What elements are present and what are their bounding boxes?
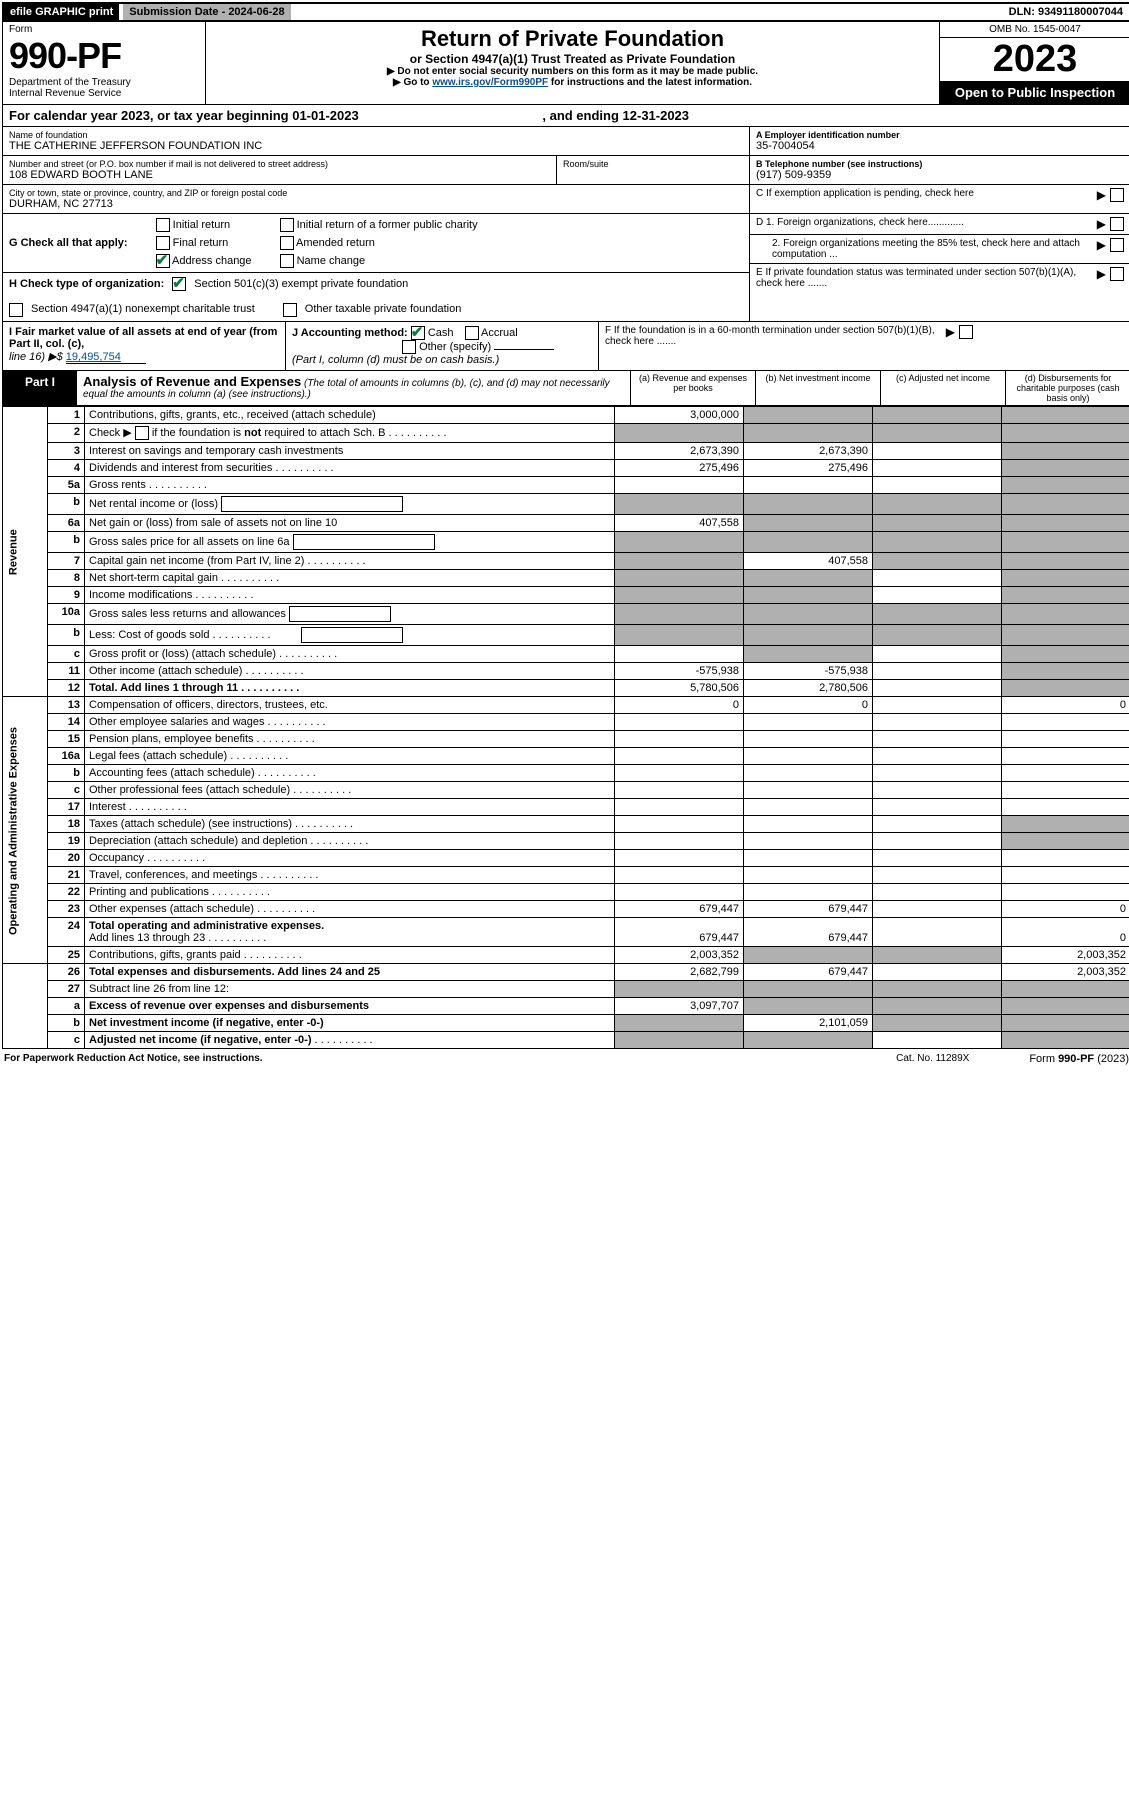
- ein-cell: A Employer identification number 35-7004…: [750, 127, 1129, 156]
- j-other-checkbox[interactable]: [402, 340, 416, 354]
- arrow-icon: ▶: [1097, 188, 1106, 202]
- efile-label[interactable]: efile GRAPHIC print: [4, 4, 119, 20]
- g-initial-checkbox[interactable]: [156, 218, 170, 232]
- city: DURHAM, NC 27713: [9, 198, 743, 210]
- form-number: 990-PF: [9, 35, 199, 77]
- d1-row: D 1. Foreign organizations, check here..…: [750, 214, 1129, 235]
- d2-checkbox[interactable]: [1110, 238, 1124, 252]
- e-checkbox[interactable]: [1110, 267, 1124, 281]
- h-501c3-checkbox[interactable]: [172, 277, 186, 291]
- form-label: Form: [9, 24, 199, 35]
- g-row: G Check all that apply: Initial return F…: [3, 214, 749, 273]
- name-cell: Name of foundation THE CATHERINE JEFFERS…: [3, 127, 749, 156]
- foundation-info: Name of foundation THE CATHERINE JEFFERS…: [2, 127, 1129, 214]
- title-box: Return of Private Foundation or Section …: [206, 22, 939, 104]
- omb-number: OMB No. 1545-0047: [940, 22, 1129, 38]
- f-row: F If the foundation is in a 60-month ter…: [599, 322, 979, 376]
- address-cell: Number and street (or P.O. box number if…: [3, 156, 557, 184]
- instr-2: ▶ Go to www.irs.gov/Form990PF for instru…: [210, 77, 935, 88]
- e-row: E If private foundation status was termi…: [750, 264, 1129, 292]
- phone-cell: B Telephone number (see instructions) (9…: [750, 156, 1129, 185]
- dept-irs: Internal Revenue Service: [9, 88, 199, 99]
- col-d-header: (d) Disbursements for charitable purpose…: [1006, 371, 1129, 405]
- c-checkbox[interactable]: [1110, 188, 1124, 202]
- top-bar: efile GRAPHIC print Submission Date - 20…: [2, 2, 1129, 22]
- part1-desc: Analysis of Revenue and Expenses (The to…: [77, 371, 631, 405]
- pra-notice: For Paperwork Reduction Act Notice, see …: [4, 1053, 263, 1065]
- f-checkbox[interactable]: [959, 325, 973, 339]
- i-box: I Fair market value of all assets at end…: [3, 322, 286, 370]
- instr-1: ▶ Do not enter social security numbers o…: [210, 66, 935, 77]
- d1-checkbox[interactable]: [1110, 217, 1124, 231]
- i-j-f-row: I Fair market value of all assets at end…: [2, 322, 1129, 371]
- expenses-section-label: Operating and Administrative Expenses: [3, 697, 48, 964]
- form-ref: Form 990-PF (2023): [1029, 1053, 1129, 1065]
- g-address-checkbox[interactable]: [156, 254, 170, 268]
- open-to-public: Open to Public Inspection: [940, 81, 1129, 104]
- h-4947-checkbox[interactable]: [9, 303, 23, 317]
- h-row: H Check type of organization: Section 50…: [3, 273, 749, 321]
- col-b-header: (b) Net investment income: [756, 371, 881, 405]
- d2-row: 2. Foreign organizations meeting the 85%…: [750, 235, 1129, 264]
- city-cell: City or town, state or province, country…: [3, 185, 749, 213]
- col-a-header: (a) Revenue and expenses per books: [631, 371, 756, 405]
- g-final-checkbox[interactable]: [156, 236, 170, 250]
- c-exemption: C If exemption application is pending, c…: [750, 185, 1129, 205]
- room-cell: Room/suite: [557, 156, 749, 184]
- fmv-value[interactable]: 19,495,754: [66, 351, 146, 364]
- col-c-header: (c) Adjusted net income: [881, 371, 1006, 405]
- dept-treasury: Department of the Treasury: [9, 77, 199, 88]
- h-other-checkbox[interactable]: [283, 303, 297, 317]
- j-accrual-checkbox[interactable]: [465, 326, 479, 340]
- form-number-box: Form 990-PF Department of the Treasury I…: [3, 22, 206, 104]
- form-header: Form 990-PF Department of the Treasury I…: [2, 22, 1129, 105]
- g-name-checkbox[interactable]: [280, 254, 294, 268]
- tax-year: 2023: [940, 38, 1129, 81]
- part1-header: Part I Analysis of Revenue and Expenses …: [2, 371, 1129, 406]
- year-box: OMB No. 1545-0047 2023 Open to Public In…: [939, 22, 1129, 104]
- l2-checkbox[interactable]: [135, 426, 149, 440]
- analysis-table: Revenue 1 Contributions, gifts, grants, …: [2, 406, 1129, 1049]
- part1-label: Part I: [3, 371, 77, 405]
- main-title: Return of Private Foundation: [210, 26, 935, 52]
- address: 108 EDWARD BOOTH LANE: [9, 169, 550, 181]
- j-cash-checkbox[interactable]: [411, 326, 425, 340]
- footer: For Paperwork Reduction Act Notice, see …: [2, 1049, 1129, 1069]
- cat-no: Cat. No. 11289X: [896, 1053, 969, 1065]
- revenue-section-label: Revenue: [3, 407, 48, 697]
- j-box: J Accounting method: Cash Accrual Other …: [286, 322, 599, 370]
- g-former-checkbox[interactable]: [280, 218, 294, 232]
- submission-date: Submission Date - 2024-06-28: [123, 4, 290, 20]
- dln-label: DLN: 93491180007044: [1003, 4, 1129, 20]
- g-amended-checkbox[interactable]: [280, 236, 294, 250]
- instructions-link[interactable]: www.irs.gov/Form990PF: [432, 77, 548, 88]
- foundation-name: THE CATHERINE JEFFERSON FOUNDATION INC: [9, 140, 743, 152]
- phone: (917) 509-9359: [756, 169, 1124, 181]
- ein: 35-7004054: [756, 140, 1124, 152]
- subtitle: or Section 4947(a)(1) Trust Treated as P…: [210, 52, 935, 66]
- calendar-year-row: For calendar year 2023, or tax year begi…: [2, 105, 1129, 127]
